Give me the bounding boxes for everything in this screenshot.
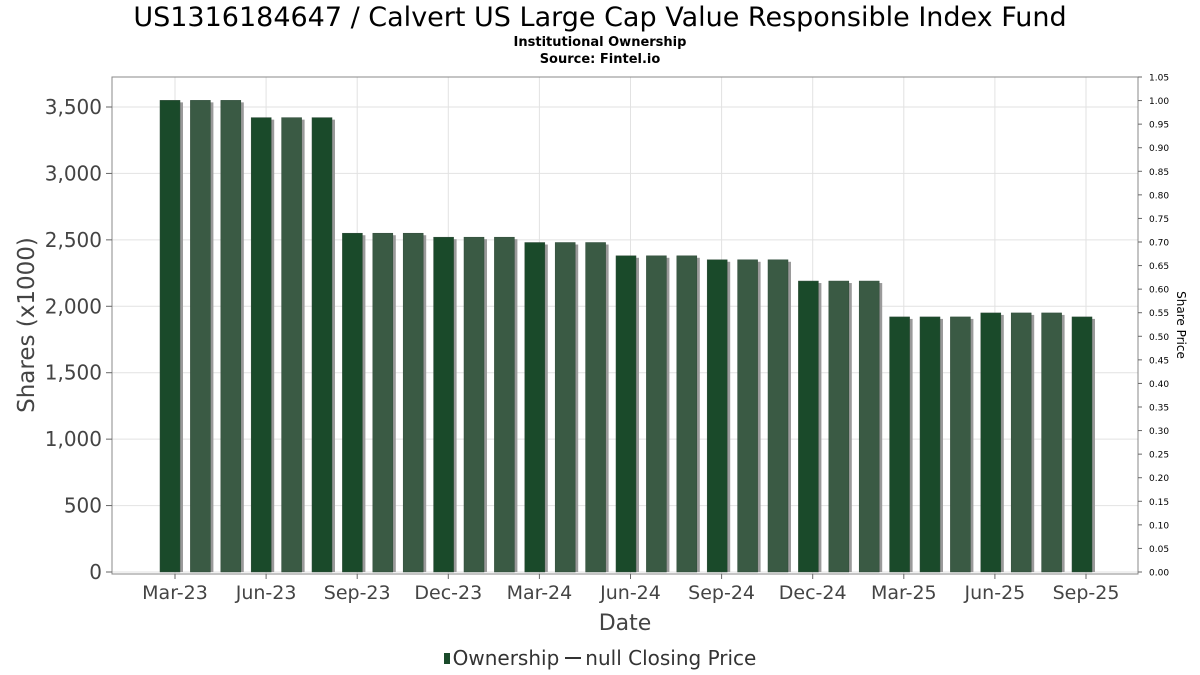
x-tick-label: Sep-23 bbox=[324, 582, 391, 604]
ownership-bar bbox=[919, 316, 941, 573]
ownership-bar bbox=[615, 255, 637, 573]
y2-tick-label: 0.60 bbox=[1149, 286, 1169, 296]
y-tick-label: 3,000 bbox=[45, 161, 102, 185]
ownership-bar bbox=[1071, 316, 1093, 573]
y2-tick-label: 0.40 bbox=[1149, 380, 1169, 390]
ownership-bar bbox=[676, 255, 698, 573]
y2-tick-label: 0.75 bbox=[1149, 215, 1169, 225]
x-tick-label: Sep-25 bbox=[1053, 582, 1120, 604]
plot-area-frame bbox=[111, 76, 1139, 575]
y2-tick-label: 0.05 bbox=[1149, 545, 1169, 555]
ownership-bar bbox=[980, 312, 1002, 573]
y2-tick-label: 0.45 bbox=[1149, 356, 1169, 366]
y2-tick-label: 0.35 bbox=[1149, 404, 1169, 414]
ownership-bar bbox=[798, 280, 819, 573]
x-tick-label: Dec-23 bbox=[414, 582, 482, 604]
y-tick-label: 500 bbox=[64, 494, 102, 518]
y-tick-label: 1,500 bbox=[45, 361, 102, 385]
closing-price-legend-line bbox=[565, 657, 582, 659]
y2-tick-label: 0.90 bbox=[1149, 144, 1169, 154]
x-axis-label: Date bbox=[599, 611, 652, 636]
x-axis: Mar-23 Jun-23 Sep-23 Dec-23 Mar-24 Jun-24 Sep-… bbox=[142, 574, 1119, 604]
legend-ownership-label: Ownership bbox=[452, 646, 560, 670]
legend: Ownership null Closing Price bbox=[0, 646, 1200, 670]
x-tick-label: Mar-24 bbox=[507, 582, 573, 604]
ownership-bar bbox=[1041, 312, 1062, 573]
y2-tick-label: 0.25 bbox=[1149, 451, 1169, 461]
y-tick-label: 2,500 bbox=[45, 228, 102, 252]
y2-tick-label: 0.80 bbox=[1149, 191, 1169, 201]
ownership-bar bbox=[950, 316, 971, 573]
ownership-bar bbox=[1010, 312, 1032, 573]
ownership-bar bbox=[159, 100, 181, 573]
ownership-bar bbox=[250, 117, 272, 573]
y2-tick-label: 1.00 bbox=[1149, 97, 1169, 107]
y2-axis: 0.00 0.05 0.10 0.15 0.20 0.25 0.30 0.35 0.40 0.45… bbox=[1138, 74, 1169, 579]
x-tick-label: Jun-23 bbox=[235, 582, 297, 604]
ownership-bar bbox=[433, 236, 454, 573]
x-tick-label: Mar-23 bbox=[142, 582, 208, 604]
y2-tick-label: 0.50 bbox=[1149, 333, 1169, 343]
chart-title: US1316184647 / Calvert US Large Cap Valu… bbox=[133, 2, 1067, 33]
ownership-bar bbox=[494, 236, 515, 573]
chart-subtitle: Institutional Ownership bbox=[513, 35, 687, 50]
chart-source: Source: Fintel.io bbox=[539, 52, 661, 67]
ownership-bar bbox=[737, 259, 758, 573]
x-tick-label: Jun-25 bbox=[964, 582, 1026, 604]
y-tick-label: 1,000 bbox=[45, 427, 102, 451]
ownership-bar bbox=[220, 100, 242, 573]
ownership-bar bbox=[585, 242, 606, 573]
ownership-bar bbox=[554, 242, 576, 573]
y2-tick-label: 0.00 bbox=[1149, 569, 1169, 579]
x-tick-label: Dec-24 bbox=[779, 582, 847, 604]
x-tick-label: Sep-24 bbox=[688, 582, 755, 604]
ownership-bar bbox=[858, 280, 880, 573]
x-tick-label: Mar-25 bbox=[871, 582, 937, 604]
y-tick-label: 2,000 bbox=[45, 294, 102, 318]
y2-tick-label: 0.95 bbox=[1149, 121, 1169, 131]
y-tick-label: 0 bbox=[89, 560, 102, 584]
y2-tick-label: 0.15 bbox=[1149, 498, 1169, 508]
ownership-bar bbox=[281, 117, 302, 573]
ownership-bar bbox=[889, 316, 910, 573]
y2-tick-label: 0.30 bbox=[1149, 427, 1169, 437]
bars-group bbox=[159, 100, 1095, 573]
ownership-bar bbox=[646, 255, 667, 573]
y2-tick-label: 1.05 bbox=[1149, 74, 1169, 84]
ownership-bar bbox=[372, 232, 394, 573]
y-axis: 0 500 1,000 1,500 2,000 2,500 3,000 3,500 bbox=[45, 95, 112, 584]
ownership-bar bbox=[828, 280, 850, 573]
y2-axis-label: Share Price bbox=[1174, 291, 1188, 359]
legend-price-label: null Closing Price bbox=[585, 646, 757, 670]
ownership-bar bbox=[524, 242, 546, 573]
ownership-bar bbox=[706, 259, 728, 573]
y2-tick-label: 0.10 bbox=[1149, 521, 1169, 531]
y2-tick-label: 0.65 bbox=[1149, 262, 1169, 272]
y-tick-label: 3,500 bbox=[45, 95, 102, 119]
ownership-bar bbox=[190, 100, 211, 573]
x-tick-label: Jun-24 bbox=[599, 582, 661, 604]
ownership-bar bbox=[402, 232, 424, 573]
y-axis-label: Shares (x1000) bbox=[14, 237, 40, 413]
ownership-bar bbox=[767, 259, 789, 573]
ownership-bar bbox=[311, 117, 333, 573]
y2-tick-label: 0.85 bbox=[1149, 168, 1169, 178]
y2-tick-label: 0.70 bbox=[1149, 239, 1169, 249]
ownership-bar bbox=[342, 232, 363, 573]
ownership-legend-swatch bbox=[443, 653, 450, 664]
y2-tick-label: 0.55 bbox=[1149, 309, 1169, 319]
y2-tick-label: 0.20 bbox=[1149, 474, 1169, 484]
ownership-bar bbox=[463, 236, 485, 573]
